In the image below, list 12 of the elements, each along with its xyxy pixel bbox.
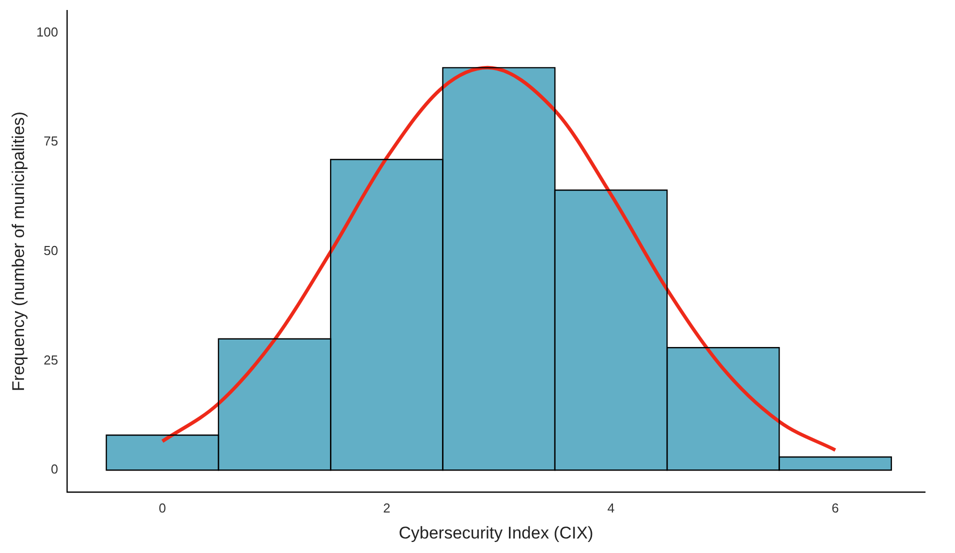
x-tick-label: 6 [832,500,839,516]
y-tick-label: 25 [44,352,58,368]
x-tick-label: 0 [158,500,166,516]
y-tick-label: 75 [44,134,58,149]
x-tick-label: 2 [383,500,390,516]
x-tick-label: 4 [607,500,615,516]
y-axis-title: Frequency (number of municipalities) [8,112,28,392]
y-tick-label: 0 [50,462,58,477]
x-axis-title: Cybersecurity Index (CIX) [398,523,594,542]
y-tick-label: 100 [36,24,58,40]
line-series [160,66,838,452]
y-tick-label: 50 [44,242,58,258]
